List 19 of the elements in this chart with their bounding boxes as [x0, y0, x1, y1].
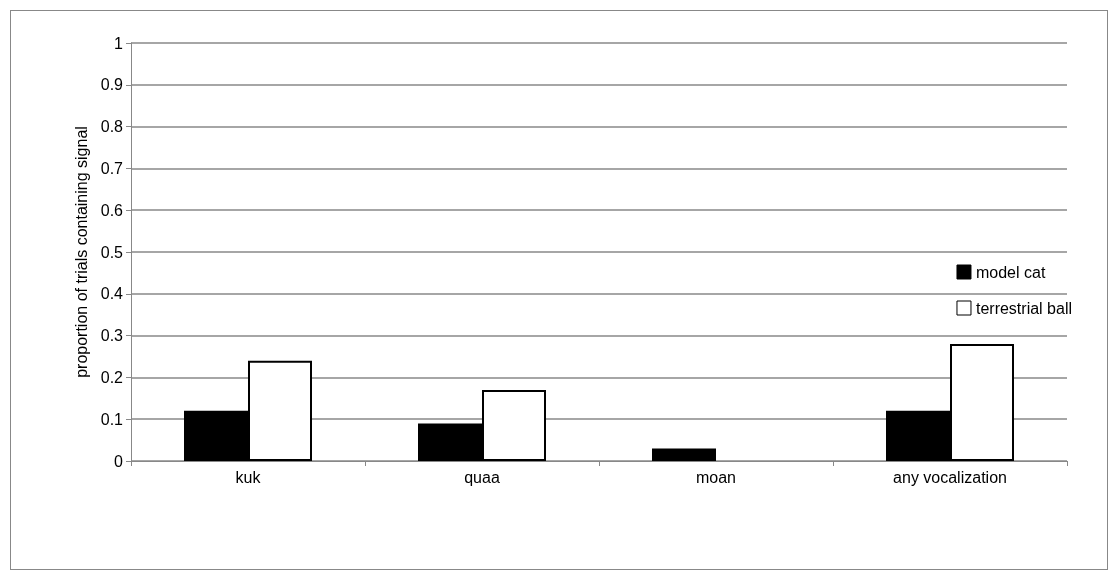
y-tick-label: 0.9 — [100, 76, 124, 94]
x-tick-label: moan — [695, 468, 737, 486]
x-tick-label: quaa — [464, 468, 500, 486]
y-tick-label: 0.4 — [100, 285, 124, 303]
x-tick-label: any vocalization — [893, 468, 1007, 486]
bar — [652, 448, 716, 461]
y-tick-label: 0.2 — [100, 368, 124, 386]
x-tick-label: kuk — [235, 468, 262, 486]
y-tick-label: 1 — [114, 34, 124, 52]
y-tick-label: 0 — [114, 452, 124, 470]
y-tick-label: 0.1 — [100, 410, 124, 428]
legend-label: terrestrial ball — [975, 299, 1072, 317]
y-tick-label: 0.6 — [100, 201, 124, 219]
legend-label: model cat — [975, 263, 1046, 281]
y-axis-title: proportion of trials containing signal — [72, 126, 90, 378]
y-tick-label: 0.3 — [100, 327, 124, 345]
y-tick-label: 0.7 — [100, 159, 124, 177]
y-tick-label: 0.5 — [100, 243, 124, 261]
y-tick-label: 0.8 — [100, 118, 124, 136]
